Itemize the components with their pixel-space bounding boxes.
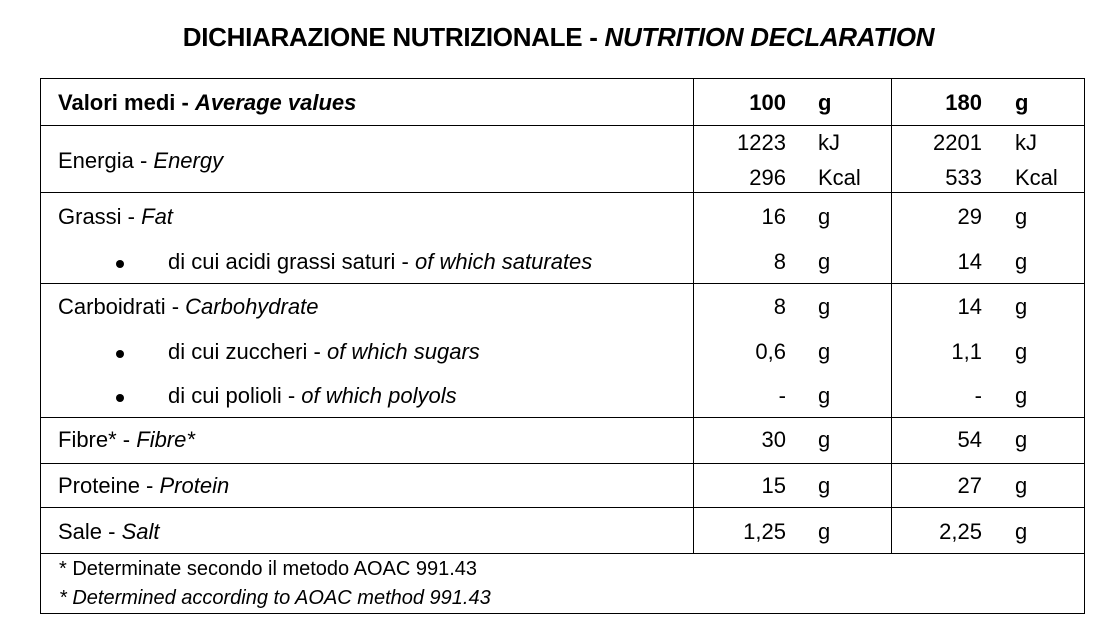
nutrient-label-salt: Sale - Salt [58, 519, 160, 545]
row-divider [41, 507, 1084, 508]
value-col2: 1,1 [951, 339, 982, 364]
energy-col1-kj-unit: kJ [818, 130, 840, 155]
nutrient-label-protein: Proteine - Protein [58, 473, 229, 499]
label-italian: di cui polioli - [168, 383, 302, 408]
header-col2-unit: g [1015, 90, 1029, 115]
header-label-english: Average values [194, 90, 357, 115]
value-col1: 8 [773, 249, 786, 274]
nutrient-label-saturates: di cui acidi grassi saturi - of which sa… [168, 249, 592, 275]
value-col2: 29 [957, 204, 982, 229]
energy-label: Energia - Energy [58, 148, 223, 174]
unit-col2: g [1015, 249, 1028, 274]
header-col1-qty: 100 [749, 90, 786, 115]
footnote-italian: * Determinate secondo il metodo AOAC 991… [59, 558, 478, 580]
value-col1: 15 [761, 473, 786, 498]
value-col2: 14 [957, 249, 982, 274]
bullet-icon [116, 350, 124, 358]
value-col2: 14 [957, 294, 982, 319]
label-english: Carbohydrate [185, 294, 319, 319]
label-italian: Fibre* - [58, 427, 137, 452]
column-divider [693, 79, 694, 553]
label-english: Salt [121, 519, 160, 544]
unit-col1: g [818, 383, 831, 408]
nutrition-table: Valori medi - Average values 100 g 180 g… [40, 78, 1085, 614]
row-divider [41, 463, 1084, 464]
nutrient-label-fat: Grassi - Fat [58, 204, 173, 230]
value-col1: 0,6 [755, 339, 786, 364]
value-col2: - [974, 383, 982, 408]
label-italian: Sale - [58, 519, 122, 544]
unit-col1: g [818, 204, 831, 229]
energy-col1-kcal-unit: Kcal [818, 165, 861, 190]
value-col1: 30 [761, 427, 786, 452]
value-col2: 2,25 [939, 519, 982, 544]
energy-col2-kj-unit: kJ [1015, 130, 1037, 155]
unit-col1: g [818, 473, 831, 498]
label-italian: di cui zuccheri - [168, 339, 327, 364]
column-divider [891, 79, 892, 553]
value-col2: 27 [957, 473, 982, 498]
energy-col1-kj: 1223 [737, 130, 786, 155]
value-col1: - [778, 383, 786, 408]
nutrient-label-fibre: Fibre* - Fibre* [58, 427, 195, 453]
unit-col2: g [1015, 204, 1028, 229]
unit-col1: g [818, 427, 831, 452]
row-divider [41, 125, 1084, 126]
label-english: Fibre* [136, 427, 195, 452]
label-italian: di cui acidi grassi saturi - [168, 249, 415, 274]
unit-col1: g [818, 339, 831, 364]
bullet-icon [116, 260, 124, 268]
energy-col2-kcal-unit: Kcal [1015, 165, 1058, 190]
label-italian: Carboidrati - [58, 294, 186, 319]
label-english: of which sugars [326, 339, 480, 364]
footnote-english: * Determined according to AOAC method 99… [59, 587, 491, 609]
label-english: of which polyols [301, 383, 457, 408]
label-english: Protein [159, 473, 230, 498]
title-italian: DICHIARAZIONE NUTRIZIONALE - [182, 22, 605, 52]
row-divider [41, 283, 1084, 284]
header-col1-unit: g [818, 90, 832, 115]
energy-col2-kcal: 533 [945, 165, 982, 190]
energy-label-english: Energy [153, 148, 224, 173]
row-divider [41, 553, 1084, 554]
label-english: of which saturates [414, 249, 593, 274]
page-title: DICHIARAZIONE NUTRIZIONALE - NUTRITION D… [0, 22, 1117, 53]
label-italian: Proteine - [58, 473, 160, 498]
unit-col2: g [1015, 383, 1028, 408]
label-english: Fat [141, 204, 173, 229]
value-col1: 8 [773, 294, 786, 319]
value-col1: 1,25 [743, 519, 786, 544]
header-label: Valori medi - Average values [58, 90, 356, 116]
unit-col1: g [818, 519, 831, 544]
value-col1: 16 [761, 204, 786, 229]
row-divider [41, 417, 1084, 418]
bullet-icon [116, 394, 124, 402]
label-italian: Grassi - [58, 204, 142, 229]
unit-col2: g [1015, 473, 1028, 498]
header-label-italian: Valori medi - [58, 90, 195, 115]
unit-col2: g [1015, 339, 1028, 364]
unit-col1: g [818, 294, 831, 319]
unit-col2: g [1015, 294, 1028, 319]
nutrient-label-carbohydrate: Carboidrati - Carbohydrate [58, 294, 318, 320]
nutrient-label-sugars: di cui zuccheri - of which sugars [168, 339, 480, 365]
unit-col2: g [1015, 427, 1028, 452]
row-divider [41, 192, 1084, 193]
unit-col2: g [1015, 519, 1028, 544]
header-col2-qty: 180 [945, 90, 982, 115]
energy-col2-kj: 2201 [933, 130, 982, 155]
nutrient-label-polyols: di cui polioli - of which polyols [168, 383, 457, 409]
energy-label-italian: Energia - [58, 148, 154, 173]
value-col2: 54 [957, 427, 982, 452]
energy-col1-kcal: 296 [749, 165, 786, 190]
unit-col1: g [818, 249, 831, 274]
title-english: NUTRITION DECLARATION [604, 22, 935, 52]
